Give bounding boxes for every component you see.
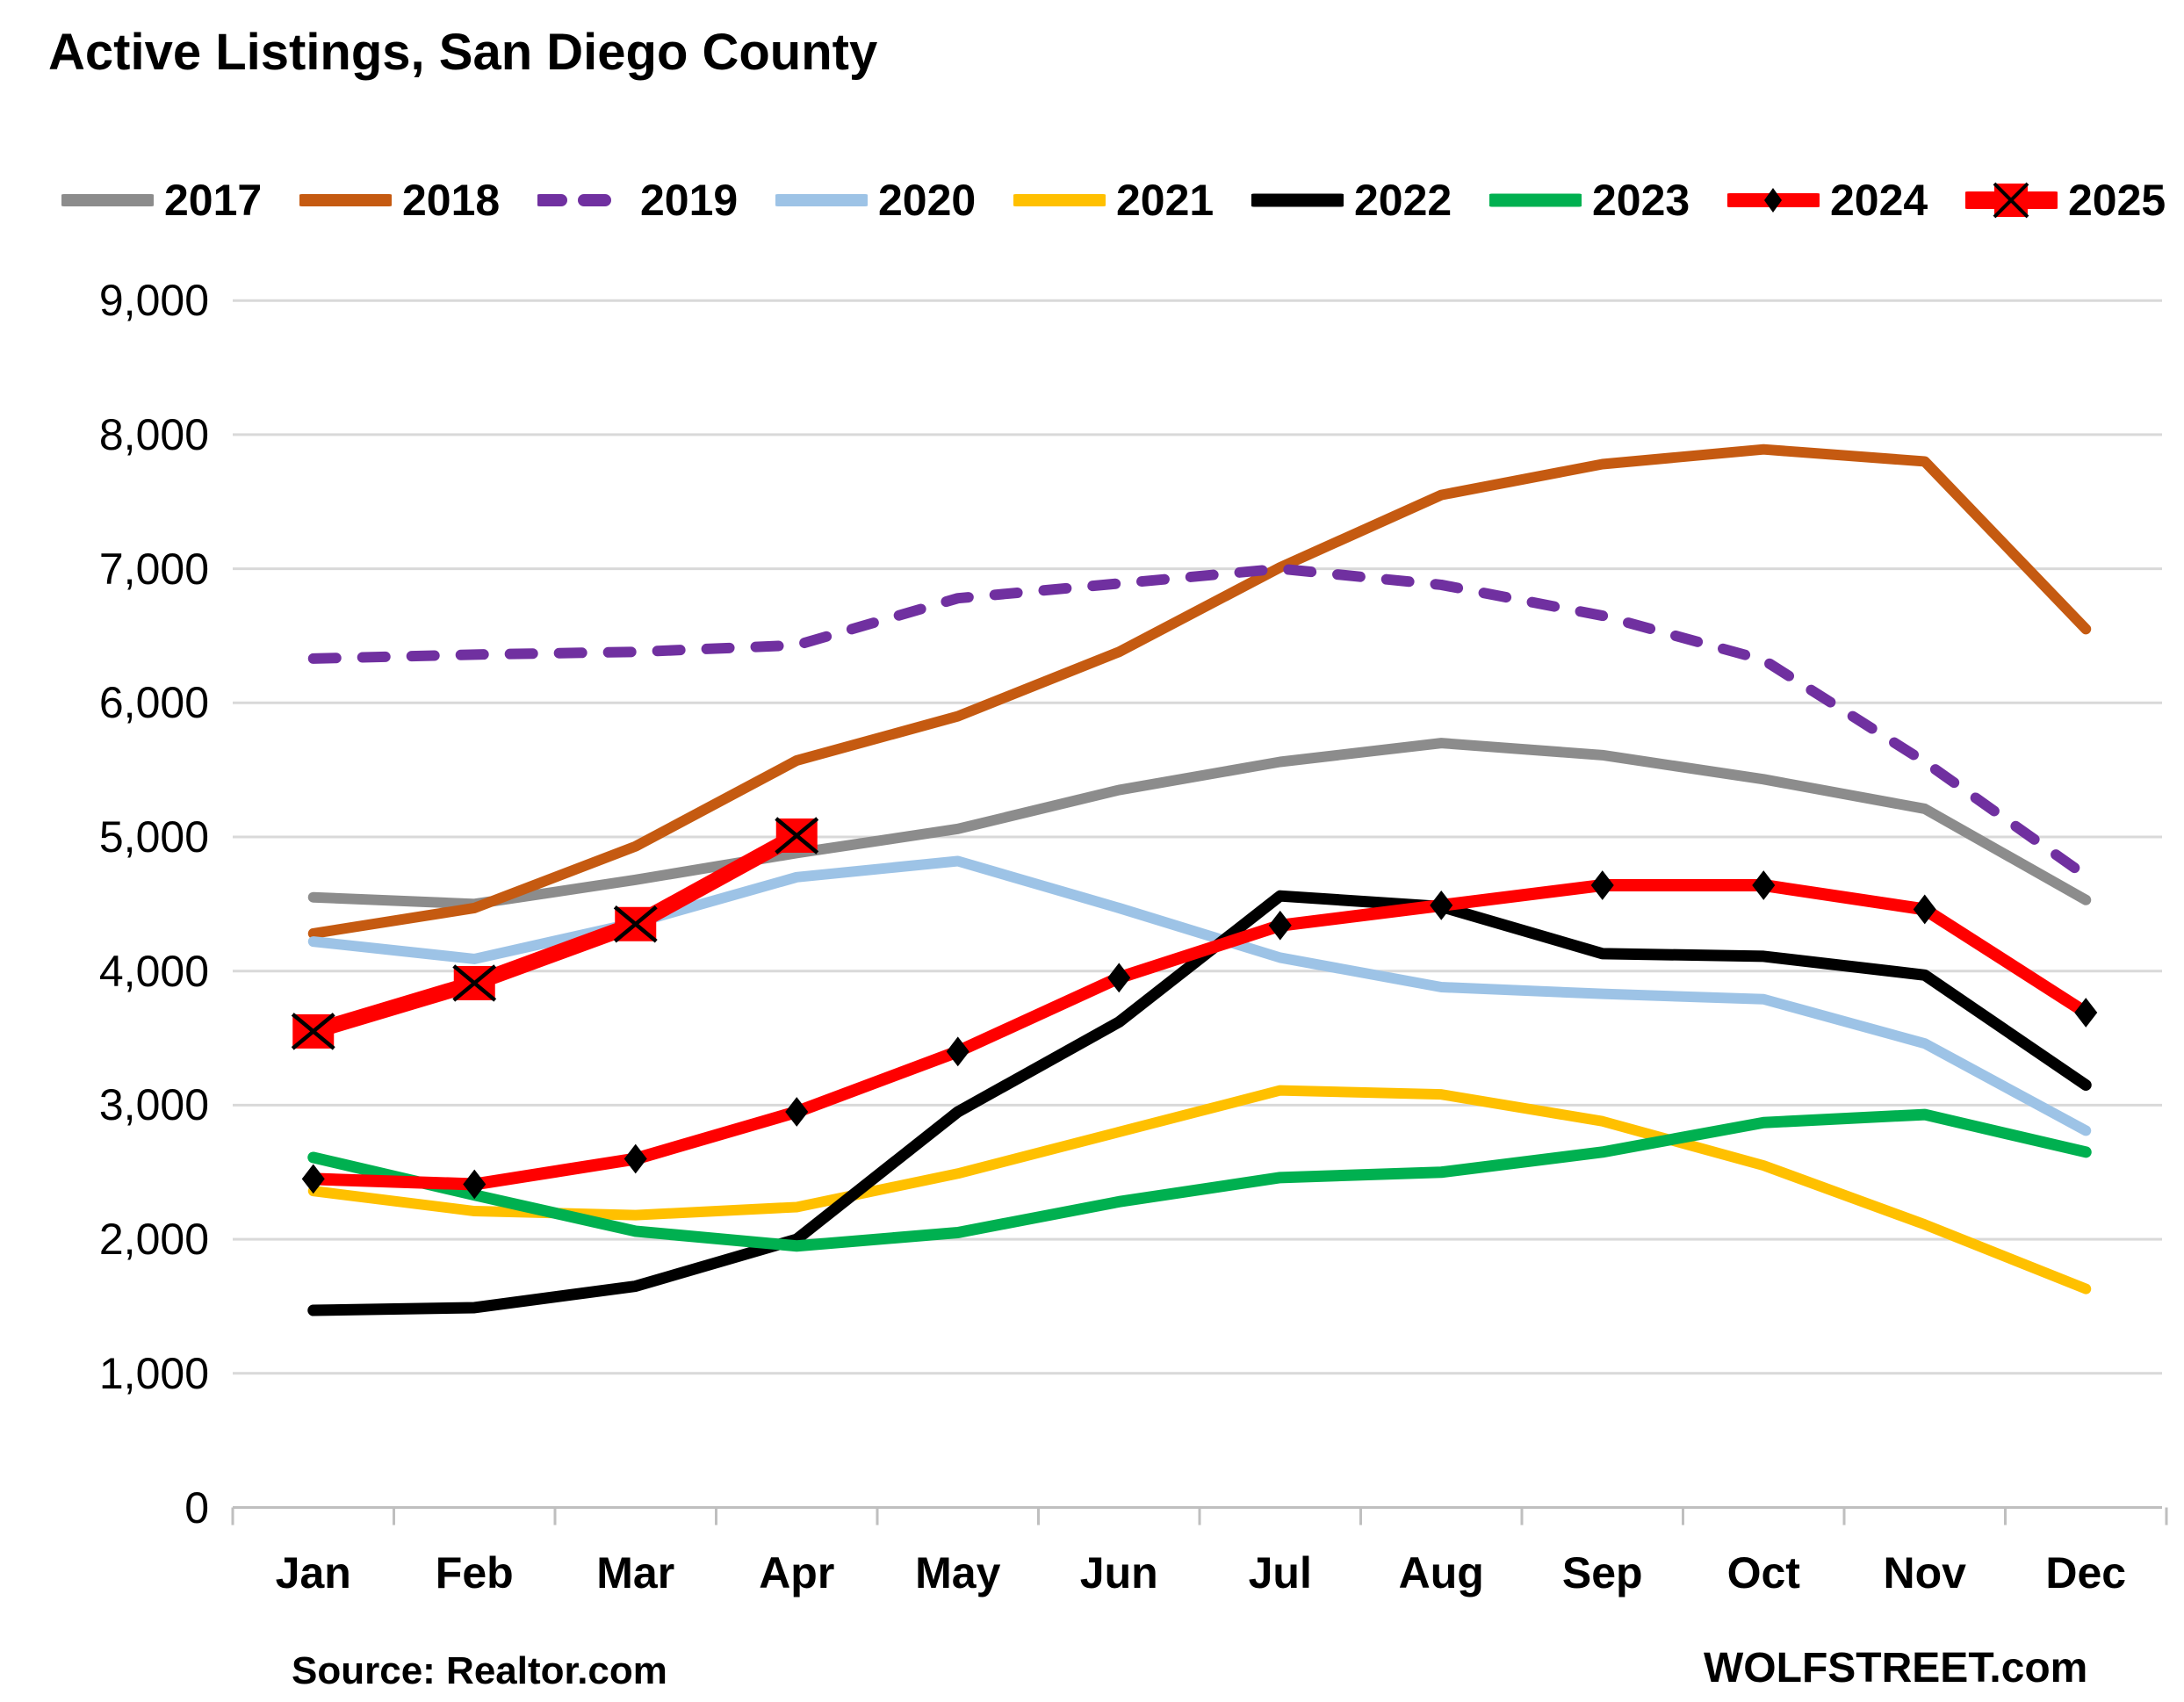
legend-swatch-2017 xyxy=(61,194,154,206)
legend-swatch-2021 xyxy=(1013,194,1106,206)
legend-item-2019: 2019 xyxy=(537,175,775,226)
legend-item-2020: 2020 xyxy=(775,175,1013,226)
chart-title: Active Listings, San Diego County xyxy=(48,24,878,81)
x-tick-label-feb: Feb xyxy=(435,1548,514,1597)
legend-label-2019: 2019 xyxy=(640,176,739,225)
source-note: Source: Realtor.com xyxy=(292,1649,667,1692)
legend-label-2021: 2021 xyxy=(1116,176,1215,225)
series-line-2024 xyxy=(306,878,2093,1191)
marker-diamond xyxy=(785,1097,809,1127)
y-tick-label: 1,000 xyxy=(98,1348,209,1398)
y-tick-label: 8,000 xyxy=(98,409,209,459)
marker-diamond xyxy=(2074,998,2098,1028)
legend-label-2018: 2018 xyxy=(402,176,501,225)
series-line-2017 xyxy=(307,738,2092,910)
legend-marker-diamond xyxy=(1764,188,1782,213)
x-tick-label-may: May xyxy=(915,1548,1001,1597)
marker-x-stroke xyxy=(452,964,497,1002)
marker-x-stroke xyxy=(775,817,819,855)
legend-swatch-2025 xyxy=(1965,182,2058,219)
legend-swatch-2023 xyxy=(1489,193,1582,207)
series-line-2021 xyxy=(307,1085,2092,1295)
y-tick-label: 9,000 xyxy=(98,276,209,326)
marker-x-stroke xyxy=(613,905,658,943)
marker-diamond xyxy=(1268,910,1292,941)
legend-label-2024: 2024 xyxy=(1830,176,1928,225)
legend-item-2017: 2017 xyxy=(61,175,299,226)
legend-label-2017: 2017 xyxy=(164,176,263,225)
legend-item-2023: 2023 xyxy=(1489,175,1727,226)
marker-diamond xyxy=(946,1036,969,1067)
x-tick-label-jul: Jul xyxy=(1248,1548,1312,1597)
legend-label-2020: 2020 xyxy=(878,176,977,225)
y-tick-label: 3,000 xyxy=(98,1080,209,1130)
series-line-2020 xyxy=(307,855,2092,1136)
x-tick-label-jan: Jan xyxy=(275,1548,351,1597)
marker-diamond xyxy=(1430,890,1453,920)
legend-swatch-2020 xyxy=(775,194,868,206)
y-tick-label: 2,000 xyxy=(98,1215,209,1265)
marker-diamond xyxy=(1752,870,1776,900)
legend-swatch-2018 xyxy=(299,194,392,206)
legend-item-2025: 2025 xyxy=(1965,175,2184,226)
marker-diamond xyxy=(623,1143,647,1174)
legend-swatch-2019 xyxy=(537,194,630,206)
legend-label-2023: 2023 xyxy=(1592,176,1690,225)
marker-x-stroke xyxy=(291,1013,335,1050)
x-tick-label-jun: Jun xyxy=(1079,1548,1158,1597)
marker-diamond xyxy=(1107,963,1131,993)
brand-note: WOLFSTREET.com xyxy=(1704,1645,2088,1691)
x-tick-label-aug: Aug xyxy=(1398,1548,1484,1597)
legend-item-2024: 2024 xyxy=(1727,175,1965,226)
legend-item-2022: 2022 xyxy=(1251,175,1489,226)
legend-item-2018: 2018 xyxy=(299,175,537,226)
legend-label-2025: 2025 xyxy=(2068,176,2166,225)
x-tick-label-nov: Nov xyxy=(1883,1548,1966,1597)
legend-item-2021: 2021 xyxy=(1013,175,1251,226)
y-axis: 0 1,000 2,000 3,000 4,000 5,000 6,000 7,000 8,00… xyxy=(0,0,209,1702)
legend-marker-x-stroke xyxy=(1993,182,2029,219)
y-tick-label: 6,000 xyxy=(98,678,209,728)
series-line-2019 xyxy=(307,563,2092,882)
x-axis: Jan Feb Mar Apr May Jun Jul Aug Sep Oct Nov Dec xyxy=(0,1547,2184,1609)
y-tick-label: 5,000 xyxy=(98,812,209,862)
legend-label-2022: 2022 xyxy=(1354,176,1452,225)
x-tick-label-dec: Dec xyxy=(2045,1548,2127,1597)
y-tick-label: 4,000 xyxy=(98,946,209,996)
y-tick-label: 0 xyxy=(184,1482,209,1533)
x-tick-label-oct: Oct xyxy=(1726,1548,1800,1597)
series-line-2018 xyxy=(307,444,2092,939)
series-line-2025 xyxy=(305,827,805,1040)
legend-swatch-2024 xyxy=(1727,188,1820,213)
series-line-2023 xyxy=(307,1108,2092,1252)
marker-diamond xyxy=(463,1169,487,1200)
marker-diamond xyxy=(1913,894,1936,925)
marker-diamond xyxy=(301,1164,325,1194)
marker-diamond xyxy=(1590,870,1614,900)
x-tick-label-mar: Mar xyxy=(596,1548,675,1597)
series-line-2022 xyxy=(307,890,2092,1316)
x-tick-label-sep: Sep xyxy=(1561,1548,1643,1597)
legend: 2017 2018 2019 2020 2021 2022 2023 2024 2025 xyxy=(61,174,2178,227)
x-tick-label-apr: Apr xyxy=(759,1548,835,1597)
legend-swatch-2022 xyxy=(1251,193,1344,207)
y-tick-label: 7,000 xyxy=(98,544,209,594)
